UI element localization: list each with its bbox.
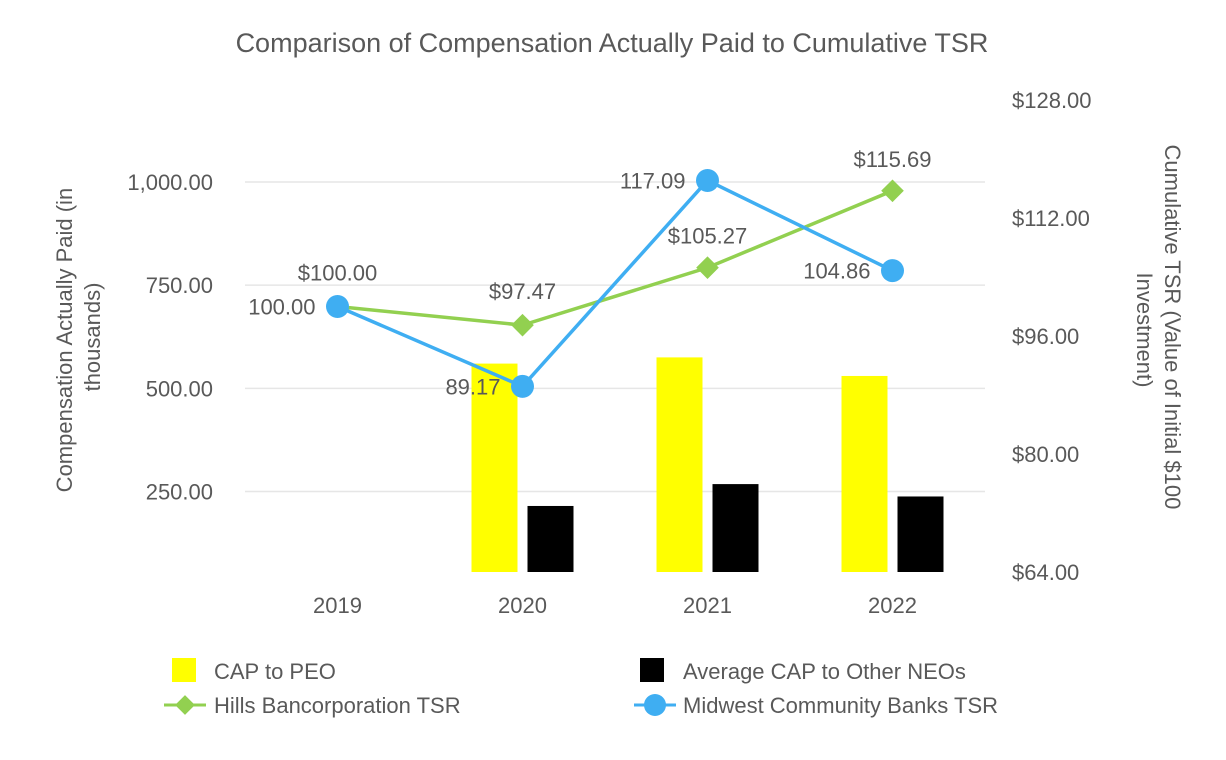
legend-swatch-cap-neo xyxy=(640,658,664,682)
bar-cap-neo xyxy=(712,484,759,572)
marker-midwest xyxy=(511,374,534,398)
data-label-hills: $115.69 xyxy=(854,147,932,172)
right-tick-label: $64.00 xyxy=(1012,560,1079,585)
legend-label-cap-peo: CAP to PEO xyxy=(214,659,336,684)
right-axis-ticks: $64.00 $80.00 $96.00 $112.00 $128.00 xyxy=(1012,88,1092,585)
legend-swatch-cap-peo xyxy=(172,658,196,682)
left-tick-label: 1,000.00 xyxy=(127,170,213,195)
data-label-midwest: 104.86 xyxy=(803,259,870,284)
x-tick-label: 2021 xyxy=(683,593,732,618)
right-tick-label: $128.00 xyxy=(1012,88,1092,113)
chart-title: Comparison of Compensation Actually Paid… xyxy=(236,28,989,58)
legend: CAP to PEO Average CAP to Other NEOs Hil… xyxy=(164,658,998,718)
left-tick-label: 750.00 xyxy=(146,273,213,298)
x-tick-label: 2022 xyxy=(868,593,917,618)
data-label-midwest: 117.09 xyxy=(620,168,686,193)
data-label-hills: $100.00 xyxy=(298,261,378,286)
right-axis-label: Cumulative TSR (Value of Initial $100 In… xyxy=(1132,145,1185,516)
marker-midwest xyxy=(881,259,904,283)
data-label-hills: $97.47 xyxy=(489,279,556,304)
legend-marker-hills xyxy=(175,695,195,715)
bar-cap-peo xyxy=(841,375,888,572)
legend-label-midwest: Midwest Community Banks TSR xyxy=(683,693,998,718)
data-label-midwest: 89.17 xyxy=(445,374,500,399)
bar-cap-peo xyxy=(656,357,703,572)
right-tick-label: $96.00 xyxy=(1012,324,1079,349)
left-axis-label: Compensation Actually Paid (in thousands… xyxy=(52,182,105,493)
data-labels: $100.00 $97.47 $105.27 $115.69 100.00 89.17 11… xyxy=(248,147,931,400)
left-axis-ticks: 250.00 500.00 750.00 1,000.00 xyxy=(127,170,213,505)
marker-hills xyxy=(881,179,904,203)
bar-series xyxy=(471,357,944,572)
x-axis-ticks: 2019 2020 2021 2022 xyxy=(313,593,917,618)
right-tick-label: $80.00 xyxy=(1012,442,1079,467)
marker-hills xyxy=(696,256,719,279)
x-tick-label: 2020 xyxy=(498,593,547,618)
x-tick-label: 2019 xyxy=(313,593,362,618)
left-tick-label: 250.00 xyxy=(146,480,213,505)
data-label-midwest: 100.00 xyxy=(248,295,315,320)
legend-marker-midwest xyxy=(644,694,666,716)
bar-cap-neo xyxy=(897,496,944,572)
bar-cap-neo xyxy=(527,505,574,572)
left-tick-label: 500.00 xyxy=(146,376,213,401)
legend-label-hills: Hills Bancorporation TSR xyxy=(214,693,461,718)
marker-hills xyxy=(511,313,534,337)
marker-midwest xyxy=(326,295,349,318)
bar-cap-peo xyxy=(471,363,518,572)
data-label-hills: $105.27 xyxy=(668,224,748,249)
marker-midwest xyxy=(696,168,719,192)
line-midwest-tsr xyxy=(336,178,894,389)
right-tick-label: $112.00 xyxy=(1012,206,1090,231)
legend-label-cap-neo: Average CAP to Other NEOs xyxy=(683,659,966,684)
line-hills-tsr xyxy=(337,189,894,327)
